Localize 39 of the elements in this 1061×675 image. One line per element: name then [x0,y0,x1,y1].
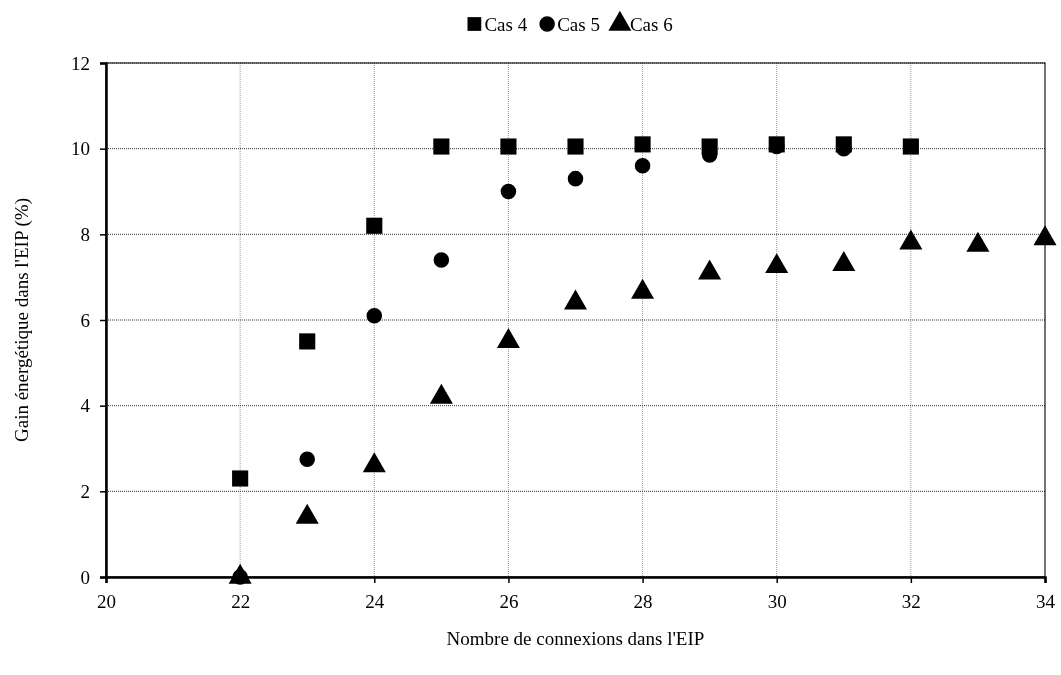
legend-label: Cas 4 [484,14,528,35]
point [295,503,319,524]
legend-label: Cas 6 [629,14,673,35]
x-tick-label: 20 [97,591,116,613]
x-axis-title: Nombre de connexions dans l'EIP [446,628,705,649]
y-tick-label: 12 [71,52,90,74]
point [567,138,584,155]
point [362,452,386,473]
point [563,289,588,310]
x-tick-label: 30 [767,591,787,613]
point [433,138,450,155]
y-tick-label: 0 [80,566,90,588]
point [366,307,383,324]
x-tick-label: 26 [499,591,519,613]
x-tick-label: 34 [1036,591,1056,613]
point [496,328,520,349]
point [429,383,453,404]
point [433,252,450,268]
y-tick-label: 10 [71,138,90,160]
legend-label: Cas 5 [557,14,600,35]
point [228,563,252,584]
y-tick-label: 2 [80,480,90,502]
x-tick-label: 22 [231,591,251,613]
point [299,333,316,350]
point [567,170,584,187]
y-tick-label: 8 [80,223,90,245]
x-tick-label: 32 [901,591,921,613]
y-tick-label: 4 [80,395,91,417]
x-tick-label: 24 [365,591,385,613]
point [366,217,383,234]
point [634,158,651,174]
point [902,138,919,155]
point [500,183,517,200]
x-tick-label: 28 [633,591,653,613]
y-axis-title: Gain énergétique dans l'EIP (%) [11,197,33,443]
y-tick-label: 6 [80,309,90,331]
point [634,136,651,153]
point [500,138,517,155]
point [765,253,789,274]
